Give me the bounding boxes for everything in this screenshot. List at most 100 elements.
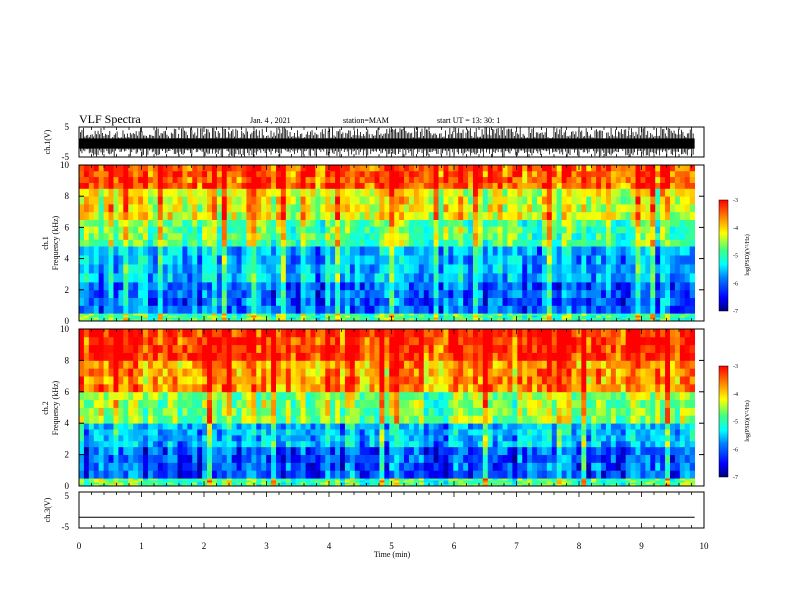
spectrogram-cell [147,264,154,274]
spectrogram-cell [83,478,90,481]
spectrogram-cell [221,282,228,291]
spectrogram-cell [458,255,464,265]
spectrogram-cell [123,264,129,274]
spectrogram-cell [305,273,311,283]
spectrogram-cell [428,170,435,178]
spectrogram-cell [79,182,85,189]
spectrogram-cell [325,232,331,240]
spectrogram-cell [143,305,149,314]
spectrogram-cell [650,297,656,306]
spectrogram-cell [280,462,287,471]
spectrogram-cell [192,329,198,338]
spectrogram-cell [143,255,149,265]
spectrogram-cell [635,226,641,234]
spectrogram-cell [216,415,223,424]
spectrogram-cell [423,196,430,205]
spectrogram-cell [359,478,366,481]
spectrogram-cell [413,282,420,291]
spectrogram-cell [280,176,287,183]
spectrogram-cell [596,289,602,298]
spectrogram-cell [192,255,198,265]
spectrogram-cell [83,313,90,316]
spectrogram-cell [546,319,553,322]
spectrogram-cell [487,315,494,318]
spectrogram-cell [620,211,627,220]
spectrogram-cell [620,246,627,256]
spectrogram-cell [88,204,95,213]
spectrogram-cell [246,319,252,322]
spectrogram-cell [167,470,173,479]
spectrogram-cell [241,282,247,291]
spectrogram-cell [103,315,109,318]
spectrogram-cell [640,315,646,318]
spectrogram-cell [143,196,149,205]
spectrogram-cell [83,480,90,483]
spectrogram-cell [211,368,218,377]
spectrogram-cell [369,204,375,213]
spectrogram-cell [162,329,169,338]
spectrogram-cell [256,478,262,481]
spectrogram-cell [315,383,321,393]
spectrogram-cell [108,182,114,189]
spectrogram-cell [177,246,183,256]
spectrogram-cell [128,376,134,385]
spectrogram-cell [118,204,124,213]
spectrogram-cell [665,317,671,320]
spectrogram-cell [221,176,228,183]
spectrogram-cell [118,211,124,220]
spectrogram-cell [512,246,518,256]
spectrogram-cell [517,264,523,274]
spectrogram-cell [379,246,385,256]
spectrogram-cell [379,391,385,401]
spectrogram-cell [241,239,247,247]
spectrogram-cell [236,264,242,274]
spectrogram-cell [266,297,272,306]
spectrogram-cell [79,282,85,291]
spectrogram-cell [280,255,287,265]
spectrogram-cell [79,239,85,247]
spectrogram-cell [211,440,218,448]
spectrogram-cell [670,315,676,318]
spectrogram-cell [226,482,233,485]
spectrogram-cell [192,383,198,393]
spectrogram-cell [689,170,696,178]
spectrogram-cell [88,423,95,430]
spectrogram-cell [143,226,149,234]
spectrogram-cell [453,219,459,227]
spectrogram-cell [684,232,691,240]
spectrogram-cell [561,176,567,183]
spectrogram-cell [620,317,627,320]
spectrogram-cell [138,188,144,197]
spectrogram-cell [369,188,375,197]
spectrogram-cell [172,188,178,197]
spectrogram-cell [379,454,385,463]
spectrogram-cell [497,297,503,306]
spectrogram-cell [266,391,272,401]
spectrogram-cell [113,313,119,316]
spectrogram-cell [172,360,178,369]
spectrogram-cell [566,165,572,172]
spectrogram-cell [167,315,173,318]
spectrogram-cell [369,462,375,471]
spectrogram-cell [152,289,159,298]
spectrogram-cell [83,423,90,430]
spectrogram-cell [192,219,198,227]
spectrogram-cell [143,246,149,256]
spectrogram-cell [98,264,105,274]
spectrogram-cell [394,226,400,234]
spectrogram-cell [295,478,302,481]
spectrogram-cell [492,165,499,172]
spectrogram-cell [290,478,297,481]
spectrogram-cell [157,165,164,172]
spectrogram-cell [103,470,109,479]
spectrogram-cell [83,182,90,189]
spectrogram-cell [625,204,631,213]
spectrogram-cell [374,255,380,265]
spectrogram-cell [640,297,646,306]
spectrogram-cell [276,470,282,479]
spectrogram-cell [640,239,646,247]
spectrogram-cell [290,305,297,314]
spectrogram-cell [108,434,114,442]
ch1-colorbar-tick-label: -7 [733,309,738,315]
spectrogram-cell [276,297,282,306]
